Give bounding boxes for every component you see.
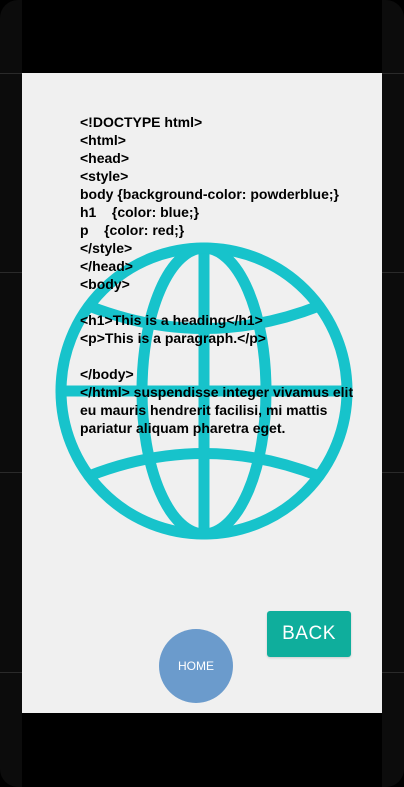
device-bezel-right [382, 0, 404, 787]
bezel-divider [0, 73, 22, 74]
home-button[interactable]: HOME [159, 629, 233, 703]
bezel-divider [382, 272, 404, 273]
bezel-divider [382, 672, 404, 673]
bezel-divider [0, 272, 22, 273]
bezel-divider [0, 472, 22, 473]
app-screen: <!DOCTYPE html> <html> <head> <style> bo… [22, 73, 382, 713]
bezel-divider [382, 73, 404, 74]
device-bezel-left [0, 0, 22, 787]
bezel-divider [382, 472, 404, 473]
html-code-text: <!DOCTYPE html> <html> <head> <style> bo… [80, 114, 354, 436]
back-button[interactable]: BACK [267, 611, 351, 657]
globe-icon [55, 242, 353, 540]
bezel-divider [0, 672, 22, 673]
